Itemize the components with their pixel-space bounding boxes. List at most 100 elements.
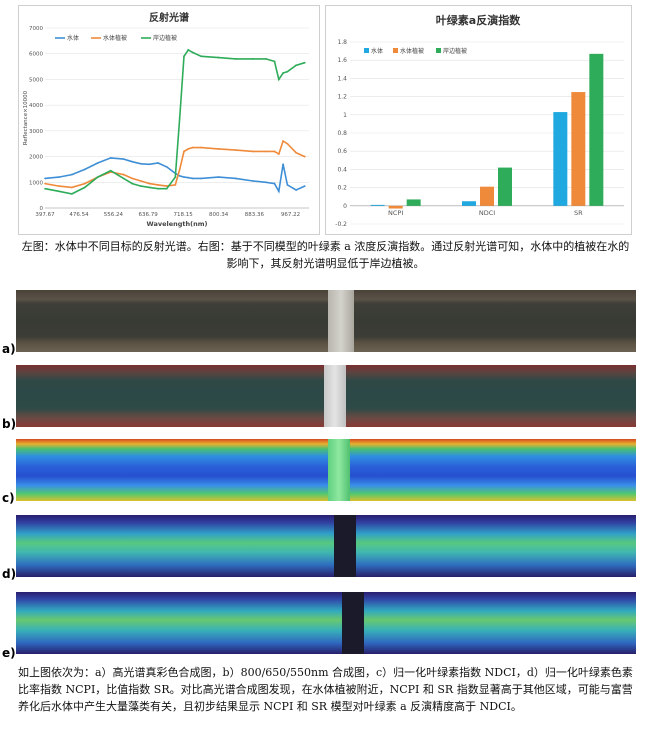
data-point: [109, 169, 112, 172]
data-point: [83, 168, 86, 171]
data-point: [165, 187, 168, 190]
data-point: [174, 183, 177, 186]
data-point: [295, 64, 297, 67]
data-point: [200, 55, 203, 58]
bar: [406, 199, 421, 206]
legend-swatch: [436, 48, 441, 53]
strip-a-label: a): [2, 342, 16, 356]
y-tick-label: 0: [40, 206, 44, 212]
data-point: [148, 163, 151, 166]
bar: [553, 112, 568, 206]
data-point: [264, 181, 267, 184]
data-point: [217, 176, 220, 179]
data-point: [286, 70, 289, 73]
data-point: [83, 182, 86, 185]
data-point: [178, 168, 181, 171]
data-point: [187, 48, 190, 51]
bar: [571, 92, 586, 206]
data-point: [277, 78, 280, 81]
data-point: [58, 185, 60, 188]
y-tick-label: 1: [343, 112, 347, 119]
bridge-pier: [342, 592, 364, 654]
y-tick-label: 1.2: [337, 94, 347, 101]
strip-b-label: b): [2, 417, 17, 431]
series-line: [44, 139, 306, 189]
x-tick-label: 556.24: [104, 212, 124, 218]
x-tick-label: 883.36: [245, 212, 265, 218]
data-point: [200, 177, 203, 180]
data-point: [295, 189, 297, 191]
y-tick-label: 1.8: [337, 39, 347, 46]
bridge-pier: [324, 365, 346, 427]
data-point: [131, 177, 134, 180]
y-tick-label: 0.8: [337, 130, 347, 137]
data-point: [183, 55, 185, 58]
data-point: [200, 146, 203, 149]
data-point: [96, 162, 99, 164]
data-point: [303, 155, 306, 158]
data-point: [303, 185, 306, 188]
data-point: [70, 186, 73, 189]
series-line: [44, 48, 305, 195]
x-axis-label: Wavelength(nm): [147, 220, 208, 228]
data-point: [122, 158, 125, 161]
series-line: [45, 157, 306, 194]
legend-swatch: [393, 48, 398, 53]
legend-label: 水体植被: [400, 47, 424, 55]
x-tick-label: 397.67: [35, 212, 55, 218]
bridge-pier: [328, 439, 350, 501]
y-tick-label: 0.6: [337, 148, 347, 155]
legend-label: 水体植被: [103, 34, 127, 42]
data-point: [183, 150, 185, 153]
data-point: [295, 151, 297, 154]
data-point: [178, 174, 181, 177]
data-point: [234, 177, 237, 180]
y-tick-label: 0.2: [337, 185, 347, 192]
strip-b-false-color: [16, 365, 636, 427]
x-tick-label: 967.22: [281, 212, 300, 218]
category-label: SR: [574, 209, 583, 217]
y-tick-label: 4000: [29, 103, 43, 109]
data-point: [44, 187, 47, 190]
data-point: [157, 187, 160, 190]
data-point: [277, 153, 280, 155]
data-point: [286, 183, 289, 186]
data-point: [183, 176, 185, 179]
data-point: [131, 182, 134, 185]
y-tick-label: 0.4: [337, 166, 347, 173]
legend-swatch: [364, 48, 369, 53]
y-tick-label: 6000: [29, 52, 43, 58]
data-point: [252, 57, 254, 60]
y-tick-label: 2000: [29, 155, 43, 161]
y-tick-label: 3000: [29, 129, 43, 135]
data-point: [191, 51, 194, 54]
data-point: [139, 162, 142, 165]
bridge-pier: [328, 290, 354, 352]
index-chart-panel: 叶绿素a反演指数 -0.2 0 0.2 0.4 0.6 0.8 1 1.2 1.4 1.6 1.8 NC…: [325, 5, 632, 235]
y-tick-label: 7000: [29, 26, 43, 32]
data-point: [282, 72, 285, 74]
bar: [498, 167, 512, 206]
chart-title: 叶绿素a反演指数: [436, 13, 521, 27]
data-point: [148, 186, 151, 189]
y-tick-label: 1.6: [337, 57, 347, 64]
bridge-pier: [334, 515, 356, 577]
data-point: [131, 160, 134, 163]
strip-c-ndci: [16, 439, 636, 501]
data-point: [58, 190, 60, 193]
data-point: [273, 150, 276, 153]
legend-label: 岸边植被: [153, 34, 177, 42]
data-point: [187, 147, 190, 150]
data-point: [122, 177, 125, 180]
data-point: [282, 163, 285, 166]
y-tick-label: 5000: [29, 77, 43, 83]
y-tick-label: 1000: [29, 180, 43, 186]
category-label: NCPI: [388, 209, 403, 217]
data-point: [139, 180, 142, 182]
data-point: [70, 173, 73, 176]
data-point: [174, 176, 177, 179]
bar: [370, 204, 385, 206]
data-point: [234, 149, 237, 152]
data-point: [277, 190, 280, 193]
strip-d-label: d): [2, 567, 17, 581]
